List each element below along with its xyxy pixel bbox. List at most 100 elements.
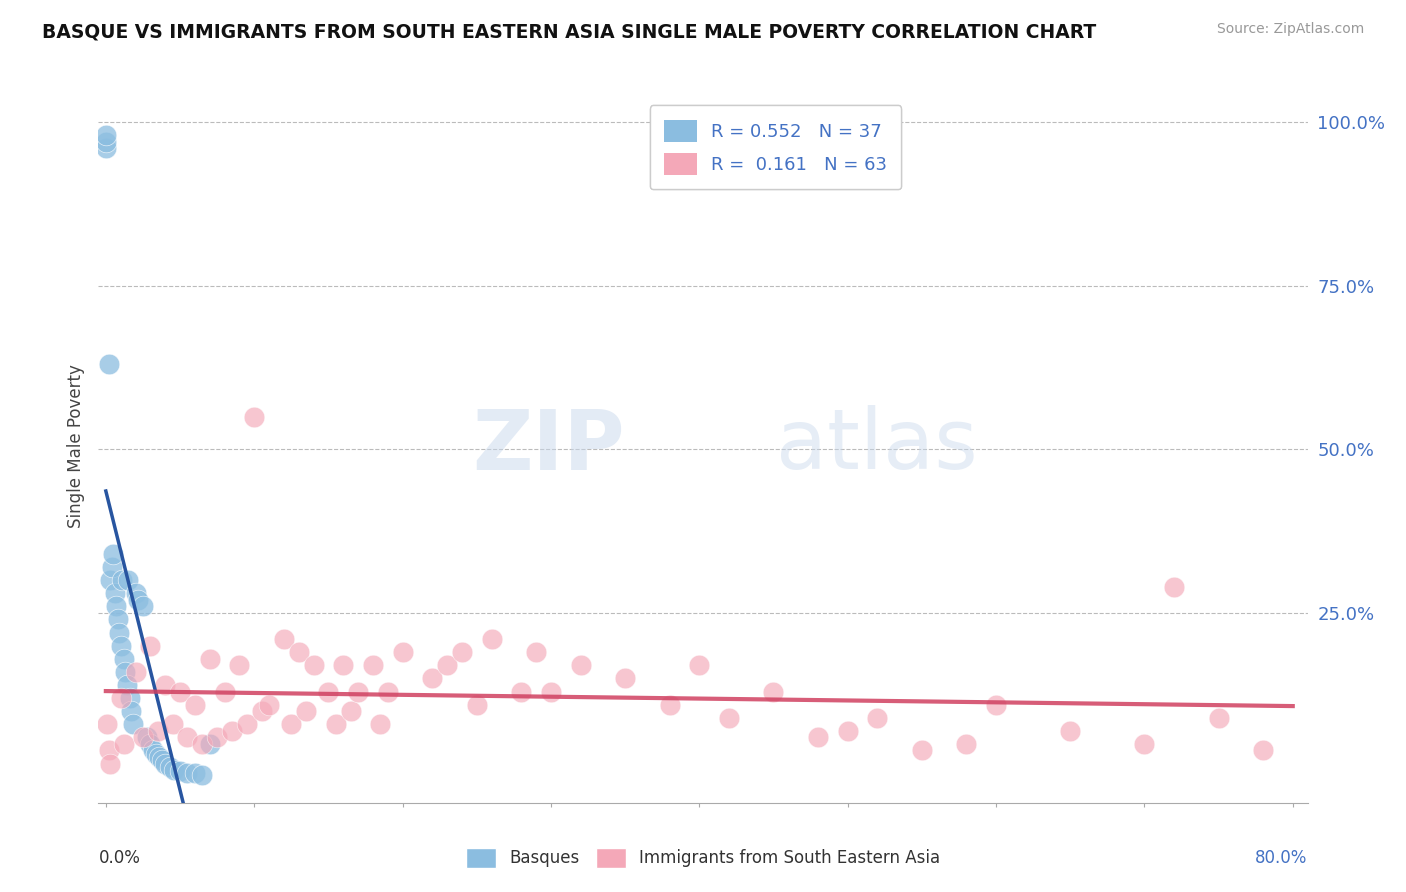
Point bbox=[1163, 580, 1185, 594]
Point bbox=[257, 698, 280, 712]
Point bbox=[318, 684, 340, 698]
Point bbox=[198, 652, 221, 666]
Text: BASQUE VS IMMIGRANTS FROM SOUTH EASTERN ASIA SINGLE MALE POVERTY CORRELATION CHA: BASQUE VS IMMIGRANTS FROM SOUTH EASTERN … bbox=[42, 22, 1097, 41]
Point bbox=[191, 767, 214, 781]
Point bbox=[221, 723, 243, 738]
Point bbox=[481, 632, 503, 647]
Point bbox=[302, 658, 325, 673]
Point bbox=[103, 547, 125, 561]
Text: Source: ZipAtlas.com: Source: ZipAtlas.com bbox=[1216, 22, 1364, 37]
Y-axis label: Single Male Poverty: Single Male Poverty bbox=[67, 364, 86, 528]
Point bbox=[159, 760, 181, 774]
Point bbox=[97, 357, 120, 371]
Point bbox=[169, 764, 191, 779]
Point bbox=[236, 717, 259, 731]
Point bbox=[214, 684, 236, 698]
Point bbox=[762, 684, 785, 698]
Point bbox=[205, 731, 228, 745]
Point bbox=[807, 731, 830, 745]
Point bbox=[614, 672, 637, 686]
Point bbox=[391, 645, 413, 659]
Point bbox=[1251, 743, 1274, 757]
Text: atlas: atlas bbox=[776, 406, 977, 486]
Text: ZIP: ZIP bbox=[472, 406, 624, 486]
Point bbox=[287, 645, 309, 659]
Point bbox=[114, 665, 136, 679]
Point bbox=[368, 717, 391, 731]
Point bbox=[94, 141, 117, 155]
Legend: Basques, Immigrants from South Eastern Asia: Basques, Immigrants from South Eastern A… bbox=[458, 841, 948, 875]
Point bbox=[112, 652, 135, 666]
Point bbox=[121, 717, 143, 731]
Point bbox=[510, 684, 533, 698]
Point bbox=[339, 704, 361, 718]
Point bbox=[132, 599, 155, 614]
Point bbox=[717, 711, 740, 725]
Point bbox=[110, 691, 132, 706]
Point bbox=[111, 573, 134, 587]
Point bbox=[97, 743, 120, 757]
Point bbox=[332, 658, 354, 673]
Point bbox=[955, 737, 977, 751]
Point bbox=[142, 743, 165, 757]
Point bbox=[451, 645, 474, 659]
Point bbox=[465, 698, 488, 712]
Point bbox=[1133, 737, 1156, 751]
Point bbox=[295, 704, 318, 718]
Point bbox=[866, 711, 889, 725]
Point bbox=[524, 645, 547, 659]
Point bbox=[105, 599, 128, 614]
Point bbox=[124, 586, 146, 600]
Point bbox=[94, 128, 117, 142]
Point bbox=[243, 409, 266, 424]
Point bbox=[569, 658, 592, 673]
Point bbox=[198, 737, 221, 751]
Text: 0.0%: 0.0% bbox=[98, 849, 141, 867]
Point bbox=[115, 678, 138, 692]
Point bbox=[191, 737, 214, 751]
Point bbox=[104, 586, 127, 600]
Point bbox=[132, 731, 155, 745]
Point bbox=[540, 684, 562, 698]
Point bbox=[150, 753, 173, 767]
Point bbox=[688, 658, 710, 673]
Point bbox=[146, 723, 169, 738]
Point bbox=[837, 723, 859, 738]
Point bbox=[127, 592, 149, 607]
Point bbox=[163, 763, 186, 777]
Text: 80.0%: 80.0% bbox=[1256, 849, 1308, 867]
Point bbox=[98, 756, 121, 771]
Point bbox=[176, 765, 198, 780]
Point bbox=[250, 704, 273, 718]
Point bbox=[436, 658, 458, 673]
Point bbox=[98, 573, 121, 587]
Point bbox=[100, 560, 122, 574]
Point bbox=[325, 717, 347, 731]
Point bbox=[347, 684, 370, 698]
Point bbox=[184, 766, 207, 780]
Point bbox=[169, 684, 191, 698]
Point bbox=[145, 747, 167, 761]
Point bbox=[273, 632, 295, 647]
Point bbox=[107, 612, 129, 626]
Point bbox=[377, 684, 399, 698]
Point bbox=[118, 691, 141, 706]
Point bbox=[1208, 711, 1230, 725]
Point bbox=[153, 756, 176, 771]
Point bbox=[658, 698, 681, 712]
Legend: R = 0.552   N = 37, R =  0.161   N = 63: R = 0.552 N = 37, R = 0.161 N = 63 bbox=[650, 105, 901, 189]
Point bbox=[228, 658, 250, 673]
Point bbox=[94, 135, 117, 149]
Point bbox=[153, 678, 176, 692]
Point bbox=[148, 750, 170, 764]
Point bbox=[120, 704, 142, 718]
Point bbox=[139, 737, 162, 751]
Point bbox=[112, 737, 135, 751]
Point bbox=[984, 698, 1007, 712]
Point bbox=[117, 573, 139, 587]
Point bbox=[280, 717, 302, 731]
Point bbox=[96, 717, 118, 731]
Point bbox=[184, 698, 207, 712]
Point bbox=[1059, 723, 1081, 738]
Point bbox=[108, 625, 131, 640]
